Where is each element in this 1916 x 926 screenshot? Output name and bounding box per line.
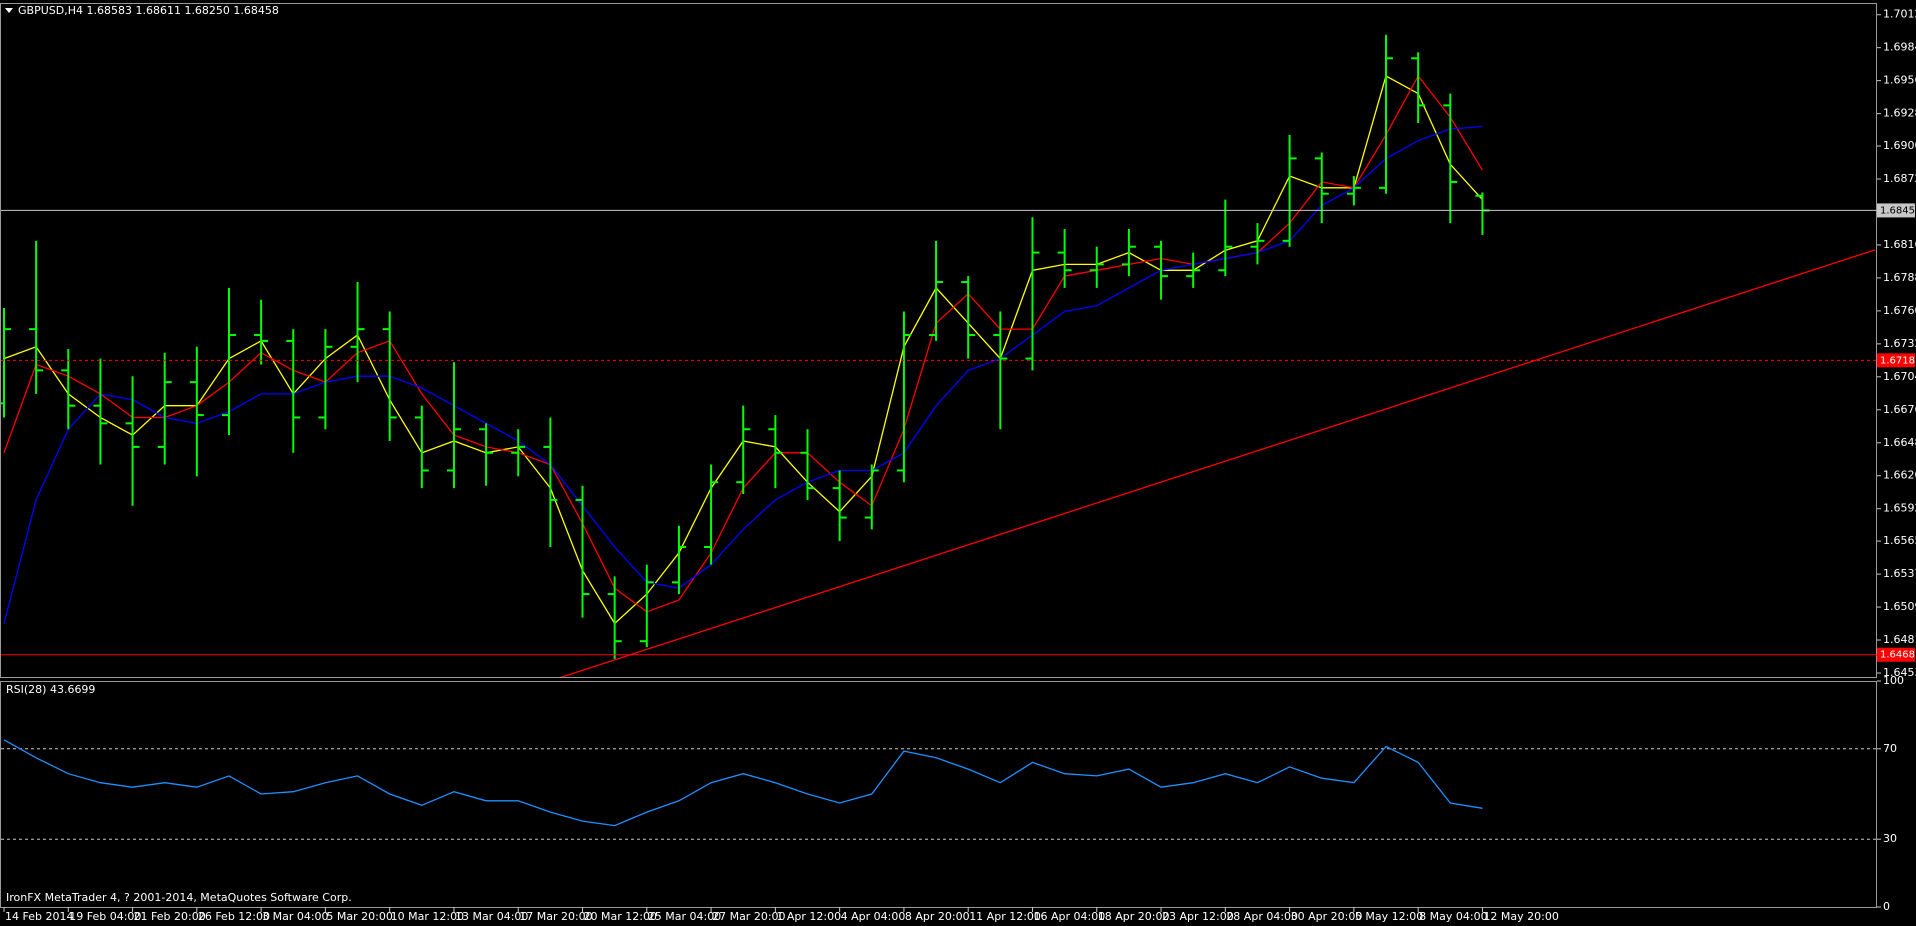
x-tick-label: 8 May 04:00 bbox=[1419, 910, 1487, 923]
menu-arrow[interactable] bbox=[5, 8, 13, 13]
main-pane-border bbox=[0, 3, 1877, 678]
price-label-box bbox=[1877, 647, 1915, 662]
main-plot bbox=[1, 34, 1876, 677]
x-tick-label: 18 Apr 20:00 bbox=[1098, 910, 1170, 923]
y-tick-label: 1.68165 bbox=[1883, 238, 1916, 251]
x-tick-label: 8 Apr 20:00 bbox=[905, 910, 970, 923]
price-label: 1.64685 bbox=[1880, 650, 1916, 661]
y-tick-label: 1.67605 bbox=[1883, 304, 1916, 317]
y-tick-label: 1.70120 bbox=[1883, 8, 1916, 21]
price-label-box bbox=[1877, 203, 1915, 218]
y-tick-label: 1.65370 bbox=[1883, 567, 1916, 580]
y-tick-label: 100 bbox=[1883, 674, 1904, 687]
price-label: 1.68458 bbox=[1880, 205, 1916, 216]
x-tick-label: 23 Apr 12:00 bbox=[1162, 910, 1234, 923]
x-tick-label: 14 Feb 2014 bbox=[5, 910, 73, 923]
y-tick-label: 1.65650 bbox=[1883, 534, 1916, 547]
x-tick-label: 17 Mar 20:00 bbox=[519, 910, 592, 923]
y-tick-label: 1.65090 bbox=[1883, 600, 1916, 613]
y-tick-label: 1.65925 bbox=[1883, 502, 1916, 515]
x-tick-label: 19 Feb 04:00 bbox=[69, 910, 141, 923]
x-tick-label: 30 Apr 20:00 bbox=[1291, 910, 1363, 923]
x-tick-label: 11 Apr 12:00 bbox=[969, 910, 1041, 923]
y-tick-label: 1.67885 bbox=[1883, 271, 1916, 284]
y-tick-label: 1.69280 bbox=[1883, 107, 1916, 120]
y-tick-label: 1.68725 bbox=[1883, 172, 1916, 185]
y-tick-label: 30 bbox=[1883, 832, 1897, 845]
x-tick-label: 1 Apr 12:00 bbox=[776, 910, 841, 923]
x-tick-label: 28 Apr 04:00 bbox=[1226, 910, 1298, 923]
y-tick-label: 1.64810 bbox=[1883, 633, 1916, 646]
x-tick-label: 5 Mar 20:00 bbox=[326, 910, 392, 923]
y-tick-label: 1.66765 bbox=[1883, 403, 1916, 416]
y-tick-label: 1.69005 bbox=[1883, 139, 1916, 152]
x-tick-label: 16 Apr 04:00 bbox=[1033, 910, 1105, 923]
y-tick-label: 0 bbox=[1883, 900, 1890, 913]
x-tick-label: 13 Mar 04:00 bbox=[455, 910, 528, 923]
x-tick-label: 10 Mar 12:00 bbox=[391, 910, 464, 923]
x-tick-label: 12 May 20:00 bbox=[1483, 910, 1558, 923]
x-tick-label: 27 Mar 20:00 bbox=[712, 910, 785, 923]
price-label-box bbox=[1877, 353, 1915, 368]
moving-average bbox=[3, 125, 1483, 624]
y-tick-label: 70 bbox=[1883, 742, 1897, 755]
x-tick-label: 5 May 12:00 bbox=[1355, 910, 1423, 923]
rsi-line bbox=[3, 739, 1483, 827]
x-tick-label: 20 Mar 12:00 bbox=[584, 910, 657, 923]
chart-header: GBPUSD,H4 1.68583 1.68611 1.68250 1.6845… bbox=[18, 4, 279, 17]
y-tick-label: 1.64530 bbox=[1883, 666, 1916, 679]
x-tick-label: 26 Feb 12:00 bbox=[198, 910, 270, 923]
x-tick-label: 4 Apr 04:00 bbox=[841, 910, 906, 923]
rsi-title: RSI(28) 43.6699 bbox=[6, 683, 95, 696]
footer: IronFX MetaTrader 4, ? 2001-2014, MetaQu… bbox=[6, 891, 352, 904]
x-tick-label: 3 Mar 04:00 bbox=[262, 910, 328, 923]
y-tick-label: 1.69560 bbox=[1883, 74, 1916, 87]
x-tick-label: 21 Feb 20:00 bbox=[134, 910, 206, 923]
y-tick-label: 1.69840 bbox=[1883, 41, 1916, 54]
y-tick-label: 1.67325 bbox=[1883, 337, 1916, 350]
y-tick-label: 1.66205 bbox=[1883, 469, 1916, 482]
x-tick-label: 25 Mar 04:00 bbox=[648, 910, 721, 923]
y-tick-label: 1.66485 bbox=[1883, 436, 1916, 449]
y-tick-label: 1.67045 bbox=[1883, 370, 1916, 383]
price-label: 1.67185 bbox=[1880, 355, 1916, 366]
rsi-pane-border bbox=[0, 681, 1877, 908]
trendline bbox=[559, 249, 1876, 677]
